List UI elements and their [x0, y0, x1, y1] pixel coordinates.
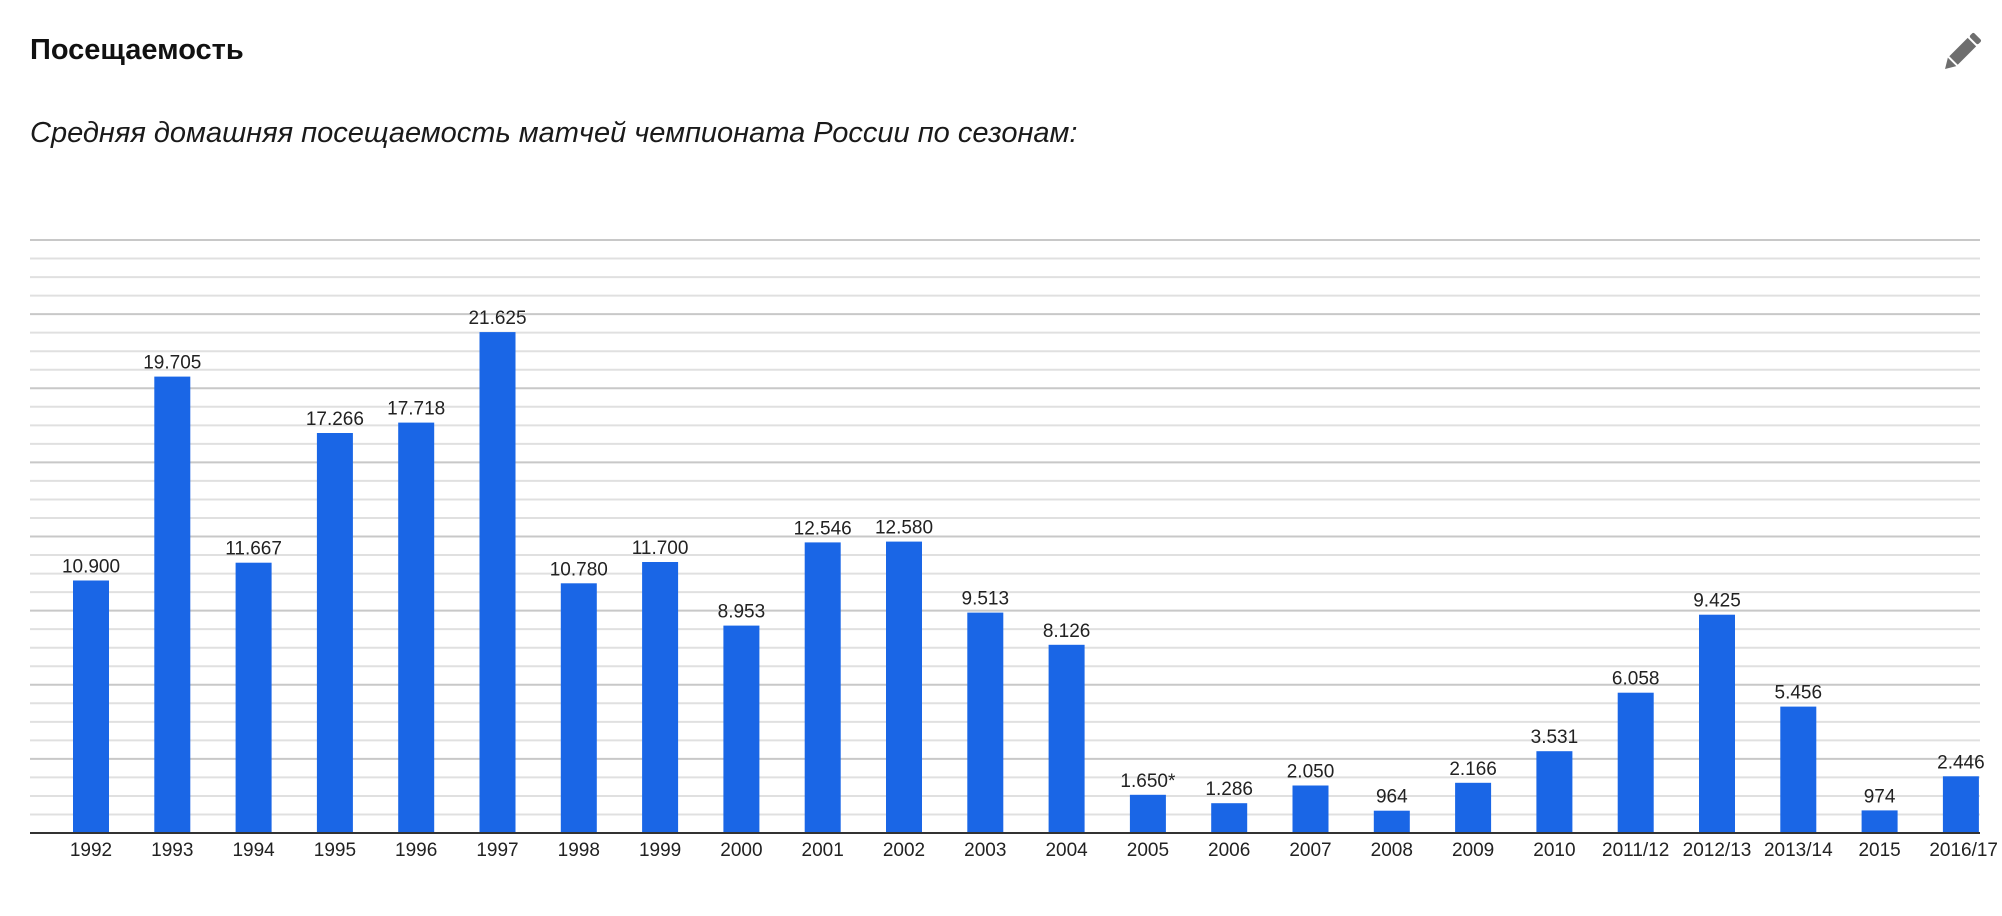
x-tick-label: 1995: [314, 840, 356, 861]
data-label: 11.700: [632, 538, 689, 559]
x-tick-label: 2009: [1452, 840, 1494, 861]
x-tick-label: 1999: [639, 840, 681, 861]
x-tick-label: 2005: [1127, 840, 1169, 861]
bar-2008: [1373, 810, 1410, 833]
x-tick-label: 2004: [1045, 840, 1088, 861]
x-tick-label: 2007: [1289, 840, 1331, 861]
x-tick-label: 2015: [1858, 840, 1900, 861]
bar-1997: [479, 332, 516, 833]
grid-layer: [30, 239, 1980, 834]
data-label: 11.667: [225, 539, 282, 560]
data-label: 19.705: [143, 353, 201, 374]
data-label: 9.425: [1693, 591, 1741, 612]
x-tick-label: 2003: [964, 840, 1006, 861]
data-label: 6.058: [1612, 669, 1660, 690]
bar-2002: [886, 541, 922, 833]
x-tick-label: 2006: [1208, 840, 1250, 861]
x-tick-label: 2012/13: [1683, 840, 1752, 861]
data-label: 5.456: [1775, 683, 1823, 704]
x-tick-label: 2011/12: [1602, 840, 1669, 861]
x-tick-label: 1994: [232, 840, 275, 861]
data-label: 21.625: [468, 308, 526, 329]
data-label: 9.513: [962, 589, 1010, 610]
bar-2011-12: [1617, 692, 1654, 833]
bar-2012-13: [1699, 614, 1735, 833]
x-tick-label: 2000: [720, 840, 762, 861]
bar-1999: [642, 562, 679, 833]
data-label: 2.446: [1937, 752, 1985, 773]
data-label: 12.580: [875, 518, 933, 539]
pencil-icon[interactable]: [1940, 28, 1984, 76]
x-tick-label: 1992: [70, 840, 112, 861]
data-label: 8.953: [718, 602, 766, 623]
data-label: 964: [1376, 787, 1408, 808]
bar-1994: [235, 562, 272, 833]
bar-2013-14: [1780, 706, 1817, 833]
x-tick-label: 2010: [1533, 840, 1575, 861]
x-tick-label: 2001: [802, 840, 844, 861]
x-tick-label: 1997: [476, 840, 518, 861]
data-label: 2.050: [1287, 762, 1335, 783]
bar-2001: [804, 542, 841, 833]
bar-1993: [154, 376, 191, 833]
bar-2004: [1048, 644, 1085, 833]
bar-2007: [1292, 785, 1329, 833]
data-label: 1.286: [1205, 779, 1253, 800]
section-title: Посещаемость: [30, 34, 244, 66]
data-label: 17.266: [306, 409, 364, 430]
bar-2016-17: [1942, 776, 1979, 833]
data-label: 1.650*: [1120, 771, 1176, 792]
bar-1998: [560, 583, 597, 833]
bar-2010: [1536, 751, 1573, 833]
bar-1995: [316, 433, 353, 833]
x-tick-label: 1998: [558, 840, 600, 861]
data-label: 12.546: [794, 518, 852, 539]
x-tick-label: 2013/14: [1764, 840, 1833, 861]
data-label: 10.780: [550, 559, 608, 580]
data-label: 2.166: [1449, 759, 1497, 780]
x-tick-label: 1993: [151, 840, 193, 861]
data-label: 10.900: [62, 557, 120, 578]
x-tick-label: 2002: [883, 840, 925, 861]
data-label: 974: [1864, 786, 1896, 807]
x-tick-label: 1996: [395, 840, 437, 861]
bar-2003: [967, 612, 1004, 833]
bar-2015: [1861, 810, 1898, 833]
bar-1992: [73, 580, 109, 833]
bar-2009: [1455, 782, 1492, 833]
bar-2000: [723, 625, 760, 833]
bar-1996: [398, 422, 435, 833]
data-label: 17.718: [387, 399, 445, 420]
bar-2005: [1129, 794, 1166, 833]
x-tick-label: 2008: [1371, 840, 1413, 861]
chart-subtitle: Средняя домашняя посещаемость матчей чем…: [30, 117, 1078, 149]
data-label: 8.126: [1043, 621, 1091, 642]
bar-2006: [1211, 803, 1248, 833]
x-tick-label: 2016/17: [1929, 840, 1998, 861]
data-label: 3.531: [1531, 727, 1579, 748]
bar-layer: 10.900 1992 19.705 1993 11.667 1994 17.266 1995…: [62, 308, 1998, 861]
